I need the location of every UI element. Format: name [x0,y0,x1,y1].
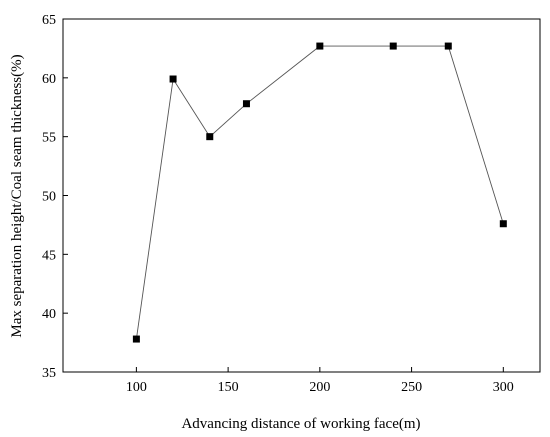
data-point [499,220,507,228]
y-tick-label: 55 [42,131,56,146]
series-line [135,45,504,340]
x-tick-label: 200 [309,380,330,395]
axis-ticks: 100 150 200 250 300 35 40 45 50 55 60 65 [42,13,514,395]
data-point [206,133,214,141]
y-tick-label: 50 [42,190,56,205]
data-point [242,100,250,108]
y-tick-label: 60 [42,72,56,87]
data-series [132,42,507,343]
y-tick-label: 40 [42,307,56,322]
data-point [316,42,324,50]
x-tick-label: 100 [126,380,147,395]
y-tick-label: 45 [42,248,56,263]
x-tick-label: 250 [401,380,422,395]
data-point [389,42,397,50]
y-tick-label: 35 [42,366,56,381]
x-tick-label: 150 [218,380,239,395]
y-axis-title: Max separation height/Coal seam thicknes… [9,54,25,337]
data-point [169,75,177,83]
y-tick-label: 65 [42,13,56,28]
data-point [444,42,452,50]
x-axis-title: Advancing distance of working face(m) [181,416,420,432]
x-tick-label: 300 [493,380,514,395]
plot-frame [62,18,541,373]
data-point [132,335,140,343]
